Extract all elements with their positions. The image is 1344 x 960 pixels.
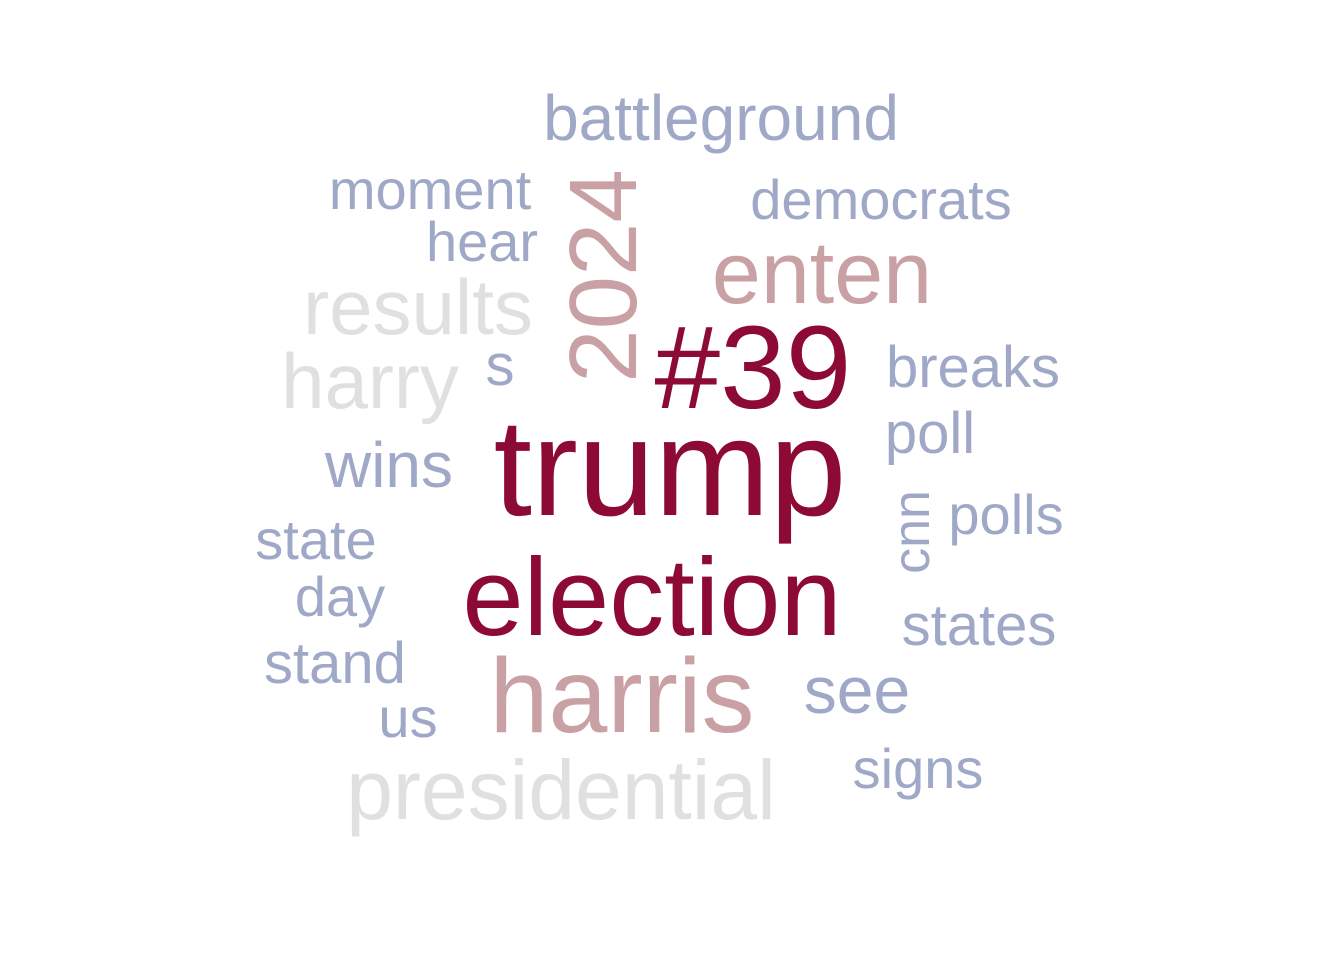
- word-2024: 2024: [550, 169, 657, 383]
- word-cnn: cnn: [883, 490, 941, 574]
- word-breaks: breaks: [885, 335, 1061, 400]
- word-see: see: [803, 653, 911, 727]
- word-39: #39: [654, 302, 852, 434]
- word-us: us: [378, 686, 438, 749]
- word-day: day: [294, 565, 386, 628]
- word-hear: hear: [425, 210, 539, 273]
- word-state: state: [255, 508, 377, 571]
- word-polls: polls: [948, 483, 1064, 546]
- word-stand: stand: [264, 631, 406, 696]
- word-election: election: [462, 536, 842, 659]
- word-results: results: [303, 263, 533, 351]
- word-wins: wins: [324, 429, 454, 501]
- word-democrats: democrats: [750, 168, 1012, 231]
- word-states: states: [901, 593, 1057, 658]
- word-trump: trump: [493, 391, 847, 545]
- word-enten: enten: [711, 223, 933, 322]
- word-harris: harris: [489, 637, 755, 755]
- word-s: s: [485, 333, 515, 398]
- word-signs: signs: [852, 737, 984, 800]
- word-presidential: presidential: [346, 743, 776, 837]
- word-moment: moment: [328, 158, 532, 221]
- word-battleground: battleground: [543, 82, 899, 154]
- word-poll: poll: [884, 401, 976, 466]
- word-harry: harry: [281, 337, 459, 425]
